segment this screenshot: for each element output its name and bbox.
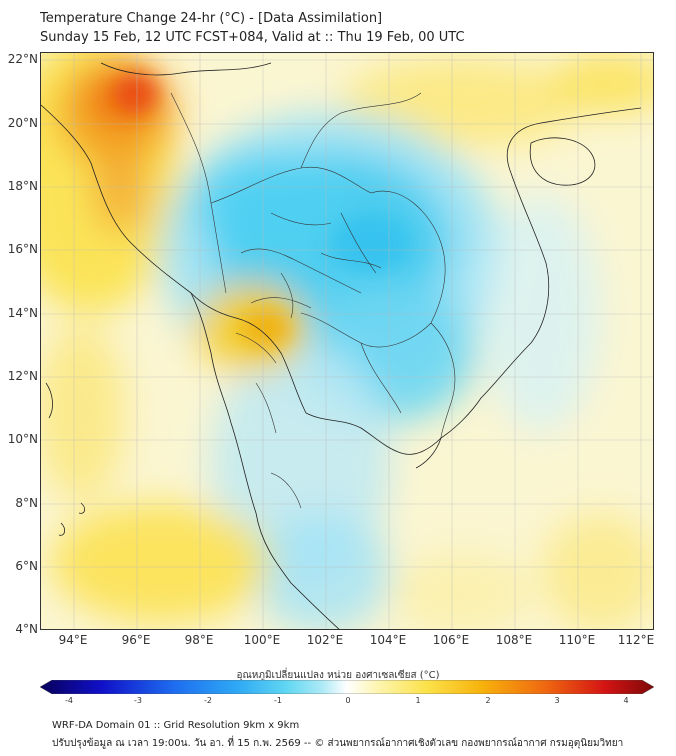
colorbar-tick-0: 0	[345, 696, 351, 705]
lon-label-104e: 104°E	[369, 633, 407, 647]
map-subtitle: Sunday 15 Feb, 12 UTC FCST+084, Valid at…	[40, 30, 465, 45]
colorbar-tick-3: 3	[554, 696, 560, 705]
colorbar-tick-neg4: -4	[65, 696, 73, 705]
map-canvas	[41, 53, 653, 629]
lon-label-110e: 110°E	[558, 633, 596, 647]
lon-label-98e: 98°E	[184, 633, 214, 647]
colorbar-tick-2: 2	[485, 696, 491, 705]
colorbar-tick-neg2: -2	[204, 696, 212, 705]
lat-label-16n: 16°N	[7, 242, 38, 256]
lon-label-112e: 112°E	[617, 633, 655, 647]
colorbar-tick-1: 1	[415, 696, 421, 705]
lat-label-20n: 20°N	[7, 116, 38, 130]
colorbar-gradient	[40, 680, 654, 694]
lat-label-10n: 10°N	[7, 432, 38, 446]
lat-label-8n: 8°N	[15, 496, 38, 510]
coastlines	[41, 62, 642, 629]
temperature-field	[41, 53, 653, 629]
lon-label-106e: 106°E	[432, 633, 470, 647]
lon-label-94e: 94°E	[58, 633, 88, 647]
colorbar-label: อุณหภูมิเปลี่ยนแปลง หน่วย องศาเซลเซียส (…	[236, 670, 440, 681]
graticule	[41, 53, 653, 629]
footer-model-info: WRF-DA Domain 01 :: Grid Resolution 9km …	[52, 720, 300, 731]
lat-label-12n: 12°N	[7, 369, 38, 383]
colorbar-tick-4: 4	[623, 696, 629, 705]
country-borders	[170, 92, 456, 509]
lat-label-18n: 18°N	[7, 179, 38, 193]
lat-label-4n: 4°N	[15, 622, 38, 636]
lon-label-108e: 108°E	[495, 633, 533, 647]
lat-label-22n: 22°N	[7, 52, 38, 66]
colorbar-tick-neg1: -1	[274, 696, 282, 705]
colorbar	[40, 680, 654, 694]
lat-label-6n: 6°N	[15, 559, 38, 573]
footer-credit: ปรับปรุงข้อมูล ณ เวลา 19:00น. วัน อา. ที…	[52, 738, 624, 749]
lon-label-100e: 100°E	[243, 633, 281, 647]
map-title: Temperature Change 24-hr (°C) - [Data As…	[40, 11, 383, 26]
colorbar-tick-neg3: -3	[134, 696, 142, 705]
temperature-field-detail	[114, 73, 411, 348]
temperature-change-map[interactable]	[40, 52, 654, 630]
lat-label-14n: 14°N	[7, 306, 38, 320]
lon-label-102e: 102°E	[306, 633, 344, 647]
lon-label-96e: 96°E	[121, 633, 151, 647]
